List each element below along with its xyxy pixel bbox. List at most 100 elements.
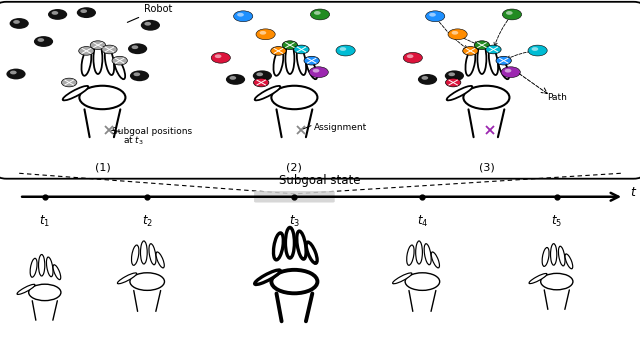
Text: (3): (3) bbox=[479, 163, 494, 173]
Ellipse shape bbox=[306, 242, 317, 263]
Circle shape bbox=[403, 52, 422, 63]
Text: Subgoal positions: Subgoal positions bbox=[112, 127, 192, 136]
Circle shape bbox=[449, 73, 455, 76]
Ellipse shape bbox=[529, 274, 547, 284]
Circle shape bbox=[112, 56, 127, 65]
Ellipse shape bbox=[489, 47, 498, 75]
Circle shape bbox=[132, 45, 138, 49]
Circle shape bbox=[211, 52, 230, 63]
Circle shape bbox=[426, 11, 445, 22]
Circle shape bbox=[77, 7, 96, 18]
Ellipse shape bbox=[105, 47, 114, 75]
Circle shape bbox=[474, 41, 490, 49]
Ellipse shape bbox=[114, 58, 125, 79]
Circle shape bbox=[314, 11, 321, 15]
Ellipse shape bbox=[416, 241, 422, 264]
Circle shape bbox=[422, 76, 428, 80]
FancyBboxPatch shape bbox=[0, 2, 640, 179]
Circle shape bbox=[253, 70, 272, 81]
Text: Robot: Robot bbox=[127, 4, 172, 22]
Text: (2): (2) bbox=[287, 163, 302, 173]
Ellipse shape bbox=[53, 265, 61, 280]
Ellipse shape bbox=[255, 86, 280, 100]
Ellipse shape bbox=[297, 231, 306, 259]
Circle shape bbox=[215, 55, 221, 58]
Circle shape bbox=[463, 47, 478, 55]
Ellipse shape bbox=[149, 244, 156, 265]
Text: $t_3$: $t_3$ bbox=[289, 214, 300, 229]
Circle shape bbox=[452, 31, 458, 35]
Ellipse shape bbox=[541, 273, 573, 290]
Circle shape bbox=[102, 45, 117, 54]
Circle shape bbox=[90, 41, 106, 49]
Circle shape bbox=[418, 74, 437, 85]
Circle shape bbox=[256, 29, 275, 40]
Circle shape bbox=[134, 73, 140, 76]
Circle shape bbox=[310, 9, 330, 20]
Ellipse shape bbox=[131, 245, 139, 265]
Ellipse shape bbox=[306, 58, 317, 79]
Text: Path: Path bbox=[547, 93, 567, 102]
Circle shape bbox=[13, 20, 20, 24]
Circle shape bbox=[448, 29, 467, 40]
Ellipse shape bbox=[93, 43, 102, 74]
Ellipse shape bbox=[550, 244, 557, 265]
Ellipse shape bbox=[465, 49, 476, 76]
Ellipse shape bbox=[156, 252, 164, 268]
Circle shape bbox=[48, 9, 67, 20]
Circle shape bbox=[294, 45, 309, 54]
Circle shape bbox=[145, 22, 151, 26]
Circle shape bbox=[309, 67, 328, 78]
Text: $t$: $t$ bbox=[630, 186, 637, 199]
Ellipse shape bbox=[477, 43, 486, 74]
Circle shape bbox=[304, 56, 319, 65]
Ellipse shape bbox=[392, 273, 412, 284]
Circle shape bbox=[79, 47, 94, 55]
Ellipse shape bbox=[273, 233, 284, 260]
Circle shape bbox=[34, 36, 53, 47]
Circle shape bbox=[130, 70, 149, 81]
Ellipse shape bbox=[285, 43, 294, 74]
Circle shape bbox=[141, 20, 160, 31]
Circle shape bbox=[230, 76, 236, 80]
Ellipse shape bbox=[424, 244, 431, 265]
Circle shape bbox=[445, 70, 464, 81]
Ellipse shape bbox=[565, 254, 573, 269]
Ellipse shape bbox=[273, 49, 284, 76]
Ellipse shape bbox=[47, 257, 53, 277]
Ellipse shape bbox=[498, 58, 509, 79]
FancyBboxPatch shape bbox=[254, 191, 335, 203]
Ellipse shape bbox=[117, 273, 137, 284]
Circle shape bbox=[237, 13, 244, 17]
Text: $t_4$: $t_4$ bbox=[417, 214, 428, 229]
Circle shape bbox=[528, 45, 547, 56]
Ellipse shape bbox=[81, 49, 92, 76]
Circle shape bbox=[501, 67, 520, 78]
Circle shape bbox=[61, 78, 77, 87]
Ellipse shape bbox=[63, 86, 88, 100]
Ellipse shape bbox=[141, 241, 147, 264]
Text: at $t_3$: at $t_3$ bbox=[123, 135, 144, 147]
Text: $t_5$: $t_5$ bbox=[551, 214, 563, 229]
Ellipse shape bbox=[463, 86, 509, 109]
Circle shape bbox=[445, 78, 461, 87]
Circle shape bbox=[407, 55, 413, 58]
Ellipse shape bbox=[406, 245, 414, 265]
Circle shape bbox=[502, 9, 522, 20]
Circle shape bbox=[429, 13, 436, 17]
Circle shape bbox=[81, 9, 87, 13]
Circle shape bbox=[226, 74, 245, 85]
Ellipse shape bbox=[271, 270, 317, 293]
Ellipse shape bbox=[130, 273, 164, 290]
Circle shape bbox=[253, 78, 269, 87]
Ellipse shape bbox=[255, 270, 280, 284]
Circle shape bbox=[128, 43, 147, 54]
Ellipse shape bbox=[30, 258, 37, 277]
Circle shape bbox=[340, 47, 346, 51]
Circle shape bbox=[496, 56, 511, 65]
Circle shape bbox=[257, 73, 263, 76]
Circle shape bbox=[234, 11, 253, 22]
Circle shape bbox=[10, 71, 17, 74]
Ellipse shape bbox=[431, 252, 440, 268]
Ellipse shape bbox=[17, 284, 35, 295]
